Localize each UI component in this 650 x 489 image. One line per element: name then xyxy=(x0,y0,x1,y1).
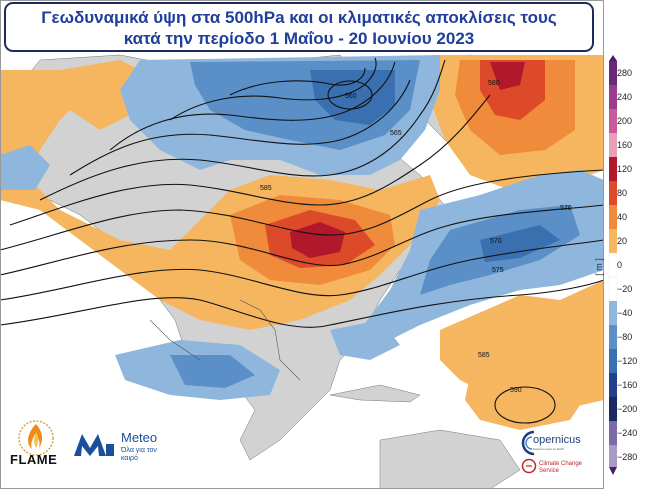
colorbar-label: 240 xyxy=(617,92,633,102)
positive-anomalies xyxy=(0,55,604,430)
colorbar-label: 80 xyxy=(617,188,628,198)
map-title-box: Γεωδυναμικά ύψη στα 500hPa και οι κλιματ… xyxy=(4,2,594,52)
copernicus-logo-sub: Europe's eyes on Earth xyxy=(533,447,565,451)
colorbar-label: −240 xyxy=(617,428,638,438)
colorbar-label: −160 xyxy=(617,380,638,390)
copernicus-logo-icon xyxy=(521,430,535,456)
colorbar-label: 120 xyxy=(617,164,633,174)
colorbar-label: −80 xyxy=(617,332,633,342)
colorbar-label: 280 xyxy=(617,68,633,78)
colorbar-segments xyxy=(608,61,618,467)
map-title-line-2: κατά την περίοδο 1 Μαΐου - 20 Ιουνίου 20… xyxy=(123,29,475,48)
colorbar-label: −120 xyxy=(617,356,638,366)
colorbar-label: 0 xyxy=(617,260,623,270)
coastlines xyxy=(149,299,301,381)
meteo-logo-name: Meteo xyxy=(121,430,158,445)
colorbar-label: 160 xyxy=(617,140,633,150)
colorbar-label: 200 xyxy=(617,116,633,126)
c3s-logo-text: Climate Change Service xyxy=(539,461,583,474)
meteo-logo-tagline: Όλα για τον καιρό xyxy=(121,447,157,462)
colorbar-label: −40 xyxy=(617,308,633,318)
anomaly-colorbar xyxy=(608,55,618,475)
flame-logo-text: FLAME xyxy=(10,452,58,467)
colorbar-label: 40 xyxy=(617,212,628,222)
geopotential-contours xyxy=(0,57,605,424)
flame-logo-icon xyxy=(18,420,54,456)
colorbar-label: −280 xyxy=(617,452,638,462)
map-title-line-1: Γεωδυναμικά ύψη στα 500hPa και οι κλιματ… xyxy=(41,8,557,27)
colorbar-label: −200 xyxy=(617,404,638,414)
colorbar-label: −20 xyxy=(617,284,633,294)
c3s-logo-icon xyxy=(521,458,537,474)
meteo-logo-icon xyxy=(74,434,114,456)
colorbar-label: 20 xyxy=(617,236,628,246)
colorbar-unit: [ m ] xyxy=(593,258,604,276)
copernicus-logo-text: opernicus xyxy=(533,434,581,446)
